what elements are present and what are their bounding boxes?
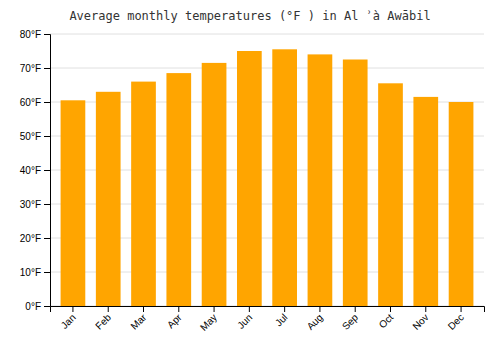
bar: [237, 51, 262, 306]
tick-label: May: [198, 312, 219, 333]
bar: [449, 102, 474, 306]
tick-mark: [178, 306, 179, 312]
tick: 70°F: [20, 63, 50, 74]
bar: [166, 73, 191, 306]
tick-mark: [284, 306, 285, 312]
tick: 10°F: [20, 267, 50, 278]
tick: Sep: [340, 306, 361, 332]
tick: Jul: [273, 306, 290, 328]
bar: [202, 63, 227, 306]
tick-label: Nov: [410, 312, 430, 332]
x-axis: Jan Feb Mar Apr May Jun Jul Aug Sep Oct Nov Dec: [51, 306, 485, 333]
plot: 0°F 10°F 20°F 30°F 40°F 50°F 60°F 70°F 80°F Jan Fe…: [20, 29, 485, 333]
tick: 20°F: [20, 233, 50, 244]
axis-line: [44, 35, 51, 307]
bar: [413, 97, 438, 306]
tick-label: Aug: [305, 312, 325, 332]
tick-label: Jan: [59, 312, 78, 331]
tick-label: Mar: [128, 311, 148, 331]
tick: Apr: [165, 306, 184, 330]
grid-line: [50, 34, 484, 35]
tick: Oct: [377, 306, 396, 330]
y-axis: 0°F 10°F 20°F 30°F 40°F 50°F 60°F 70°F 80°F: [20, 29, 51, 312]
tick: 60°F: [20, 97, 50, 108]
tick-label: Feb: [93, 311, 113, 331]
tick: Aug: [305, 306, 325, 332]
tick-label: 10°F: [20, 267, 41, 278]
tick-label: 60°F: [20, 97, 41, 108]
tick: 80°F: [20, 29, 50, 40]
tick-label: 0°F: [25, 301, 41, 312]
bar: [272, 49, 297, 306]
bars: [61, 49, 474, 306]
tick: Dec: [446, 306, 466, 332]
tick-label: Dec: [446, 312, 466, 332]
tick-label: 50°F: [20, 131, 41, 142]
tick-mark: [461, 306, 462, 312]
tick-mark: [44, 204, 50, 205]
tick-mark: [143, 306, 144, 312]
tick-mark: [108, 306, 109, 312]
tick-mark: [44, 306, 50, 307]
tick-label: 40°F: [20, 165, 41, 176]
axis-line: [51, 307, 485, 313]
bar: [61, 100, 86, 306]
grid-line: [50, 68, 484, 69]
tick: Mar: [128, 306, 148, 332]
tick-label: Jun: [235, 312, 254, 331]
tick: 0°F: [25, 301, 50, 312]
tick-mark: [72, 306, 73, 312]
tick: Jan: [59, 306, 78, 331]
tick-mark: [214, 306, 215, 312]
tick: 50°F: [20, 131, 50, 142]
tick-label: Oct: [377, 312, 396, 331]
tick: Feb: [93, 306, 113, 332]
tick-mark: [425, 306, 426, 312]
tick: May: [198, 306, 219, 333]
tick: 40°F: [20, 165, 50, 176]
tick-mark: [44, 272, 50, 273]
tick: 30°F: [20, 199, 50, 210]
tick-label: Jul: [273, 312, 290, 329]
tick-label: Apr: [165, 311, 184, 330]
chart: 0°F 10°F 20°F 30°F 40°F 50°F 60°F 70°F 80°F Jan Fe…: [0, 0, 500, 350]
tick-mark: [44, 102, 50, 103]
tick-label: 80°F: [20, 29, 41, 40]
tick-label: 70°F: [20, 63, 41, 74]
tick-mark: [390, 306, 391, 312]
tick-label: 20°F: [20, 233, 41, 244]
tick-mark: [319, 306, 320, 312]
tick-mark: [44, 136, 50, 137]
grid: [50, 34, 484, 306]
tick-label: Sep: [340, 311, 361, 332]
tick-mark: [44, 68, 50, 69]
bar: [378, 83, 403, 306]
tick-mark: [249, 306, 250, 312]
bar: [308, 54, 333, 306]
bar: [96, 92, 121, 306]
bar: [343, 60, 368, 307]
title: Average monthly temperatures (°F ) in Al…: [69, 9, 430, 23]
tick-mark: [355, 306, 356, 312]
tick: Jun: [235, 306, 254, 331]
tick-mark: [44, 34, 50, 35]
tick-mark: [44, 238, 50, 239]
tick-label: 30°F: [20, 199, 41, 210]
tick: Nov: [410, 306, 430, 332]
tick-mark: [44, 170, 50, 171]
bar: [131, 82, 156, 306]
